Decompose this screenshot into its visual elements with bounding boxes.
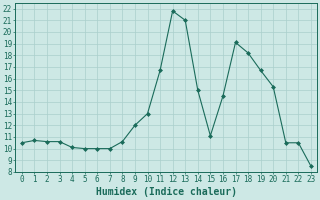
X-axis label: Humidex (Indice chaleur): Humidex (Indice chaleur) <box>96 187 237 197</box>
